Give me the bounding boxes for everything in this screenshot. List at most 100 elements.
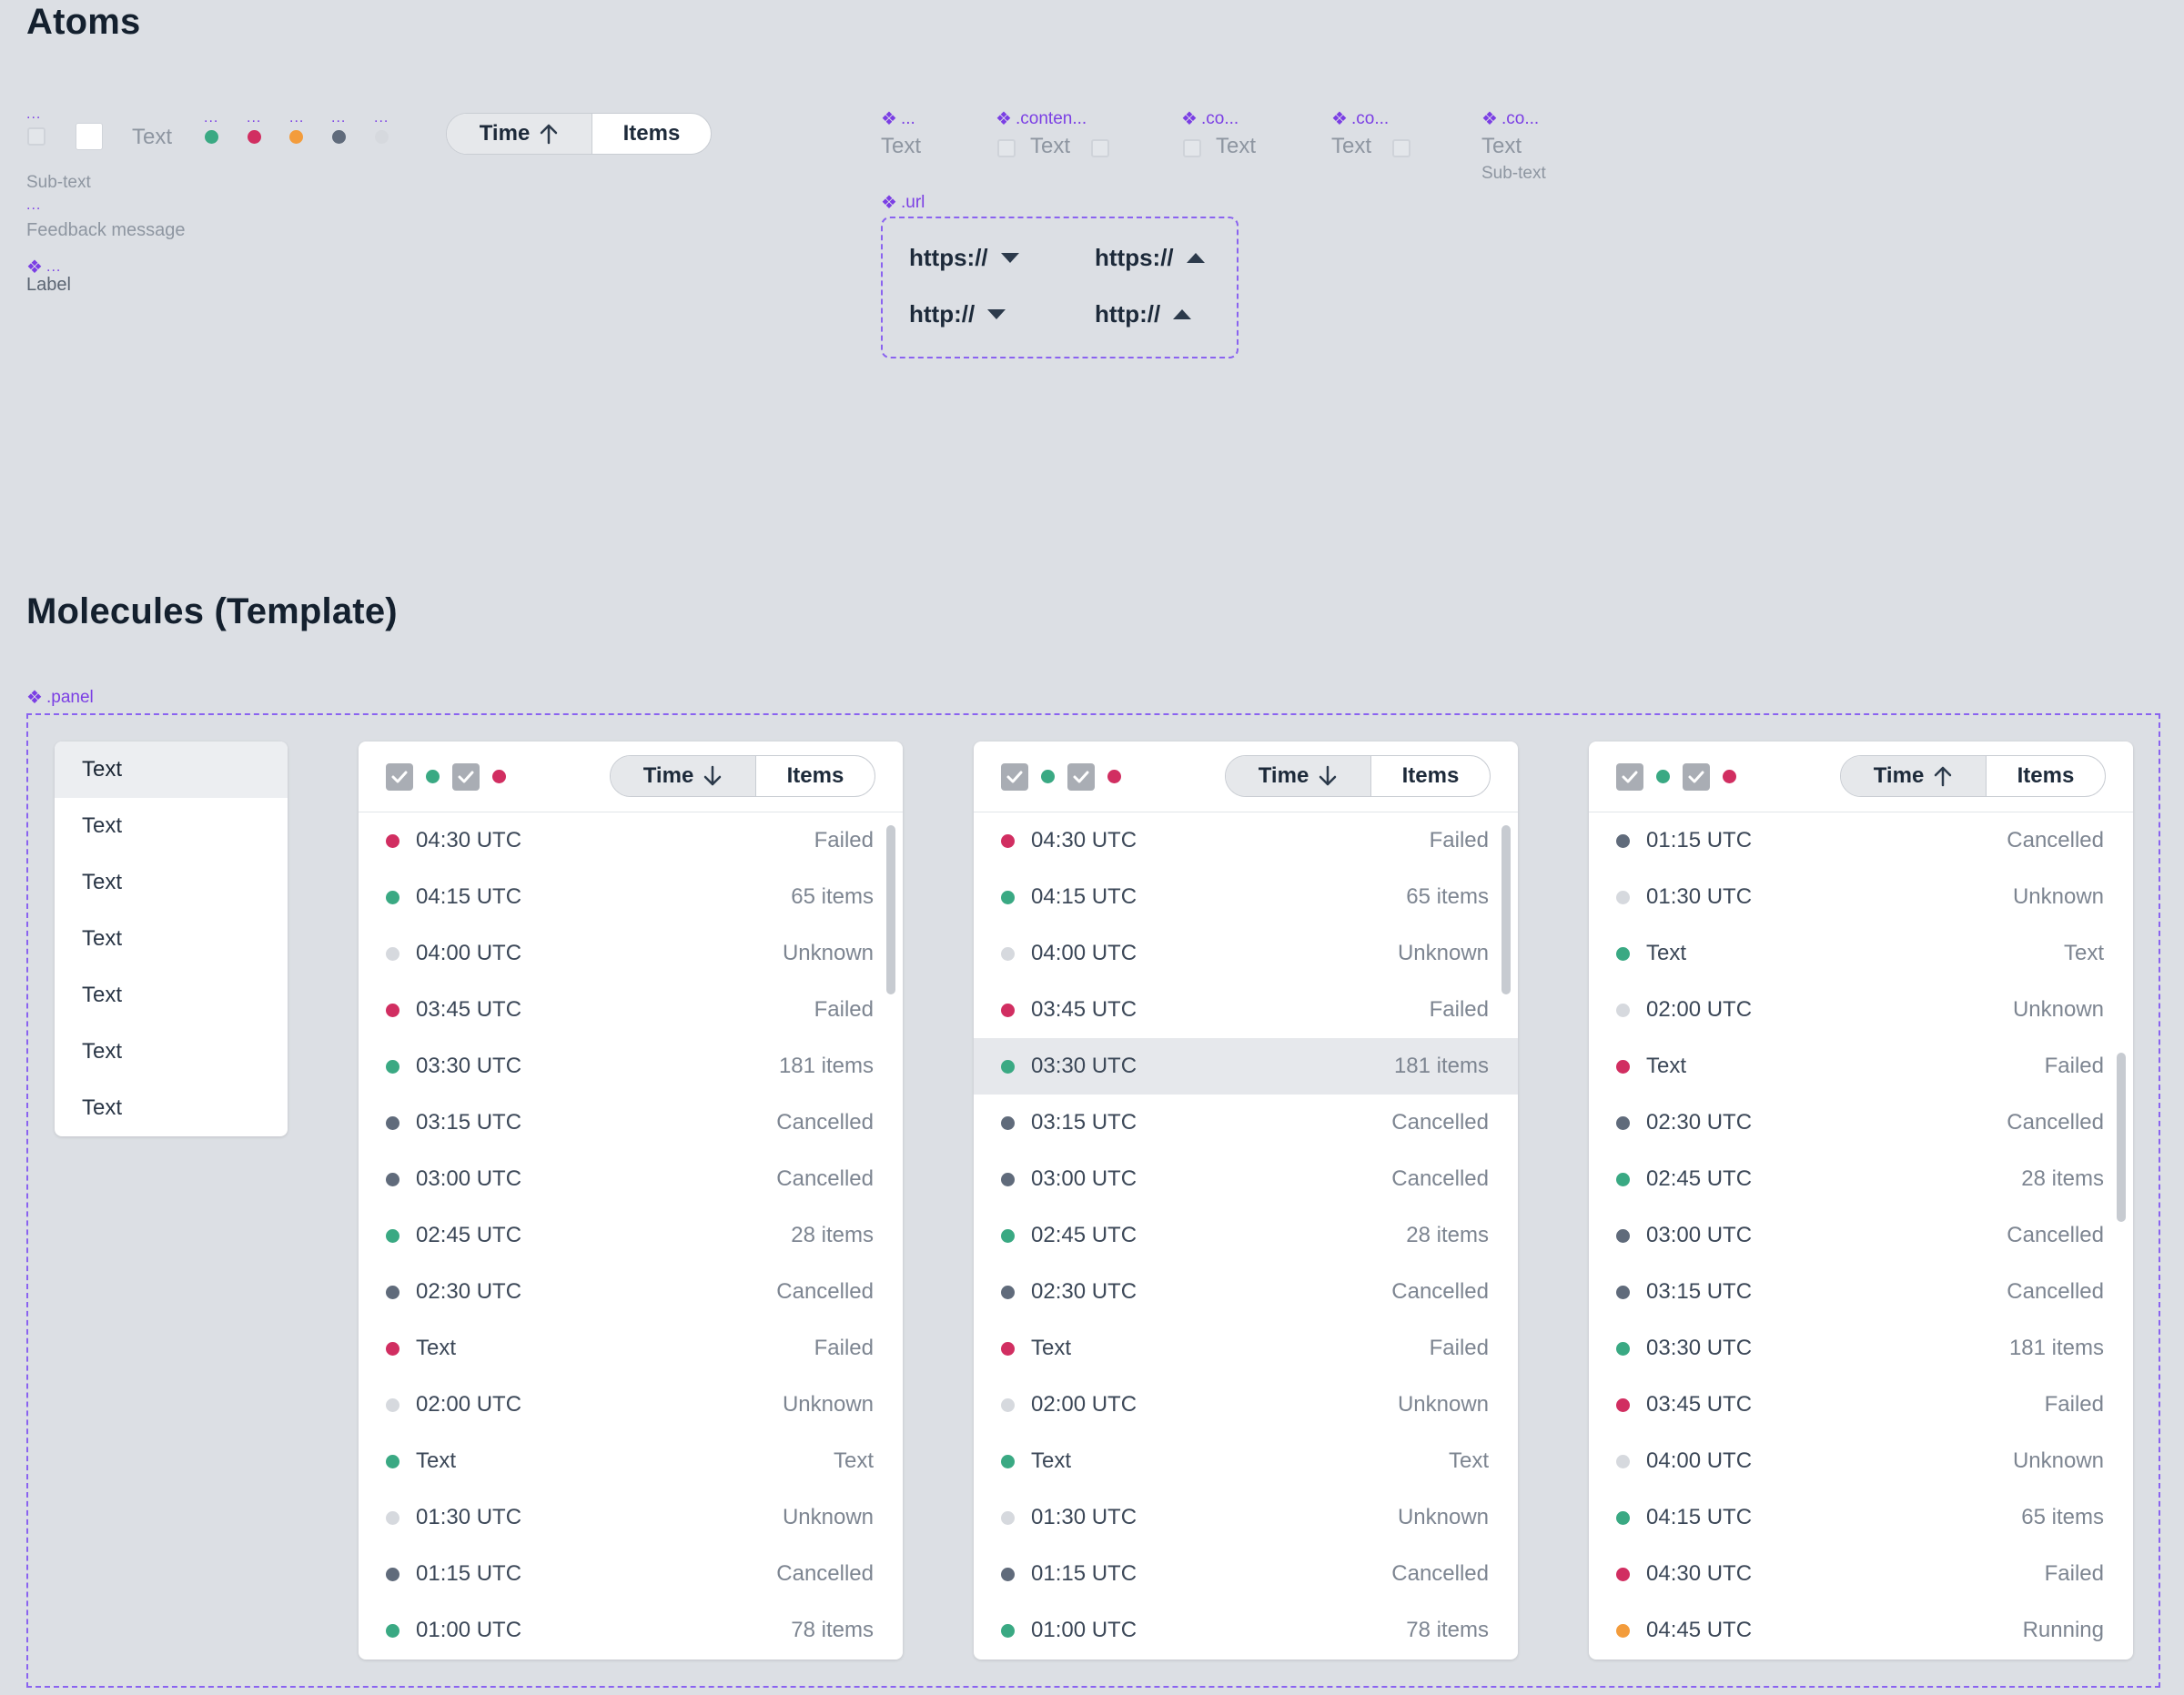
list-row[interactable]: 01:15 UTC Cancelled xyxy=(359,1546,903,1602)
run-list-panel-1: Time Items 04:30 UTC Failed 04:15 UTC 65 it… xyxy=(359,742,903,1660)
filter-checkbox[interactable] xyxy=(1067,762,1095,791)
list-row[interactable]: 02:30 UTC Cancelled xyxy=(974,1264,1518,1320)
checkbox-unchecked[interactable] xyxy=(76,123,103,150)
list-row[interactable]: 03:15 UTC Cancelled xyxy=(1589,1264,2133,1320)
row-time: 03:45 UTC xyxy=(1646,1392,1753,1417)
list-row[interactable]: 01:30 UTC Unknown xyxy=(1589,869,2133,925)
url-dropdown-https-expanded[interactable]: https:// xyxy=(1095,244,1205,272)
menu-item[interactable]: Text xyxy=(82,870,123,894)
status-filter-green[interactable] xyxy=(1656,770,1670,783)
status-dot-green xyxy=(205,130,218,144)
list-row[interactable]: 02:00 UTC Unknown xyxy=(974,1377,1518,1433)
list-row[interactable]: 02:45 UTC 28 items xyxy=(1589,1151,2133,1207)
select-all-checkbox[interactable] xyxy=(1616,762,1643,791)
list-row[interactable]: 02:30 UTC Cancelled xyxy=(359,1264,903,1320)
menu-item[interactable]: Text xyxy=(82,1095,123,1120)
list-row[interactable]: 04:00 UTC Unknown xyxy=(1589,1433,2133,1489)
menu-item[interactable]: Text xyxy=(82,813,123,838)
list-row[interactable]: 04:30 UTC Failed xyxy=(359,812,903,869)
status-filter-red[interactable] xyxy=(1107,770,1121,783)
list-row[interactable]: 04:15 UTC 65 items xyxy=(1589,1489,2133,1546)
sort-toggle[interactable]: Time Items xyxy=(446,113,712,155)
list-row[interactable]: 04:00 UTC Unknown xyxy=(359,925,903,982)
items-sort-button[interactable]: Items xyxy=(786,763,844,788)
list-row[interactable]: Text Text xyxy=(974,1433,1518,1489)
component-checkbox[interactable] xyxy=(1392,139,1410,157)
list-row[interactable]: 01:15 UTC Cancelled xyxy=(1589,812,2133,869)
list-row[interactable]: 03:15 UTC Cancelled xyxy=(974,1095,1518,1151)
menu-item[interactable]: Text xyxy=(82,926,123,951)
sort-toggle[interactable]: Time Items xyxy=(610,755,875,797)
select-all-checkbox[interactable] xyxy=(386,762,413,791)
time-sort-button[interactable]: Time xyxy=(447,114,592,154)
list-row[interactable]: Text Text xyxy=(359,1433,903,1489)
list-row[interactable]: 03:15 UTC Cancelled xyxy=(359,1095,903,1151)
status-filter-red[interactable] xyxy=(1723,770,1736,783)
list-row[interactable]: 01:15 UTC Cancelled xyxy=(974,1546,1518,1602)
list-row[interactable]: 03:30 UTC 181 items xyxy=(1589,1320,2133,1377)
menu-item[interactable]: Text xyxy=(82,983,123,1007)
list-row[interactable]: 01:30 UTC Unknown xyxy=(974,1489,1518,1546)
row-status: Unknown xyxy=(1397,1505,1489,1529)
list-row[interactable]: 02:00 UTC Unknown xyxy=(359,1377,903,1433)
time-sort-button[interactable]: Time xyxy=(1226,756,1371,796)
list-row[interactable]: 01:00 UTC 78 items xyxy=(974,1602,1518,1659)
menu-item[interactable]: Text xyxy=(82,1039,123,1064)
items-sort-button[interactable]: Items xyxy=(2017,763,2075,788)
scrollbar[interactable] xyxy=(886,825,895,994)
scrollbar[interactable] xyxy=(1502,825,1511,994)
status-filter-red[interactable] xyxy=(492,770,506,783)
checkbox-disabled[interactable] xyxy=(27,127,46,146)
list-row[interactable]: 02:45 UTC 28 items xyxy=(974,1207,1518,1264)
list-row[interactable]: 04:15 UTC 65 items xyxy=(974,869,1518,925)
list-row[interactable]: 04:15 UTC 65 items xyxy=(359,869,903,925)
items-sort-button[interactable]: Items xyxy=(1401,763,1460,788)
url-dropdown-http-expanded[interactable]: http:// xyxy=(1095,300,1192,328)
list-row[interactable]: 03:45 UTC Failed xyxy=(1589,1377,2133,1433)
list-row[interactable]: Text Failed xyxy=(1589,1038,2133,1095)
status-dot-grey xyxy=(1001,1285,1015,1299)
run-list-panel-2: Time Items 04:30 UTC Failed 04:15 UTC 65 it… xyxy=(974,742,1518,1660)
list-row[interactable]: 02:30 UTC Cancelled xyxy=(1589,1095,2133,1151)
arrow-up-icon xyxy=(1935,766,1952,787)
list-row[interactable]: 04:45 UTC Running xyxy=(1589,1602,2133,1659)
list-row[interactable]: Text Failed xyxy=(974,1320,1518,1377)
list-row[interactable]: 03:30 UTC 181 items xyxy=(974,1038,1518,1095)
sort-toggle[interactable]: Time Items xyxy=(1840,755,2106,797)
filter-checkbox[interactable] xyxy=(452,762,480,791)
url-dropdown-https-collapsed[interactable]: https:// xyxy=(909,244,1019,272)
list-row[interactable]: 03:45 UTC Failed xyxy=(974,982,1518,1038)
sort-toggle[interactable]: Time Items xyxy=(1225,755,1491,797)
component-icon xyxy=(881,191,897,214)
time-sort-button[interactable]: Time xyxy=(1841,756,1987,796)
component-checkbox[interactable] xyxy=(1183,139,1201,157)
menu-item[interactable]: Text xyxy=(55,742,288,798)
list-row[interactable]: 03:30 UTC 181 items xyxy=(359,1038,903,1095)
list-row[interactable]: 04:30 UTC Failed xyxy=(974,812,1518,869)
list-row[interactable]: 03:00 UTC Cancelled xyxy=(1589,1207,2133,1264)
select-all-checkbox[interactable] xyxy=(1001,762,1028,791)
list-row[interactable]: Text Failed xyxy=(359,1320,903,1377)
list-row[interactable]: 04:30 UTC Failed xyxy=(1589,1546,2133,1602)
url-dropdown-http-collapsed[interactable]: http:// xyxy=(909,300,1006,328)
list-row[interactable]: 03:00 UTC Cancelled xyxy=(974,1151,1518,1207)
list-row[interactable]: 02:45 UTC 28 items xyxy=(359,1207,903,1264)
list-row[interactable]: 03:00 UTC Cancelled xyxy=(359,1151,903,1207)
component-checkbox-right[interactable] xyxy=(1091,139,1109,157)
component-checkbox-left[interactable] xyxy=(997,139,1016,157)
list-row[interactable]: 04:00 UTC Unknown xyxy=(974,925,1518,982)
row-time: 02:00 UTC xyxy=(1031,1392,1138,1417)
list-row[interactable]: 02:00 UTC Unknown xyxy=(1589,982,2133,1038)
status-dot-grey xyxy=(386,1285,399,1299)
row-status: Text xyxy=(1448,1448,1489,1473)
list-row[interactable]: Text Text xyxy=(1589,925,2133,982)
filter-checkbox[interactable] xyxy=(1683,762,1710,791)
time-sort-button[interactable]: Time xyxy=(611,756,756,796)
items-sort-button[interactable]: Items xyxy=(622,121,681,146)
list-row[interactable]: 01:30 UTC Unknown xyxy=(359,1489,903,1546)
status-filter-green[interactable] xyxy=(1041,770,1055,783)
list-row[interactable]: 01:00 UTC 78 items xyxy=(359,1602,903,1659)
list-row[interactable]: 03:45 UTC Failed xyxy=(359,982,903,1038)
status-filter-green[interactable] xyxy=(426,770,440,783)
scrollbar[interactable] xyxy=(2117,1053,2126,1222)
